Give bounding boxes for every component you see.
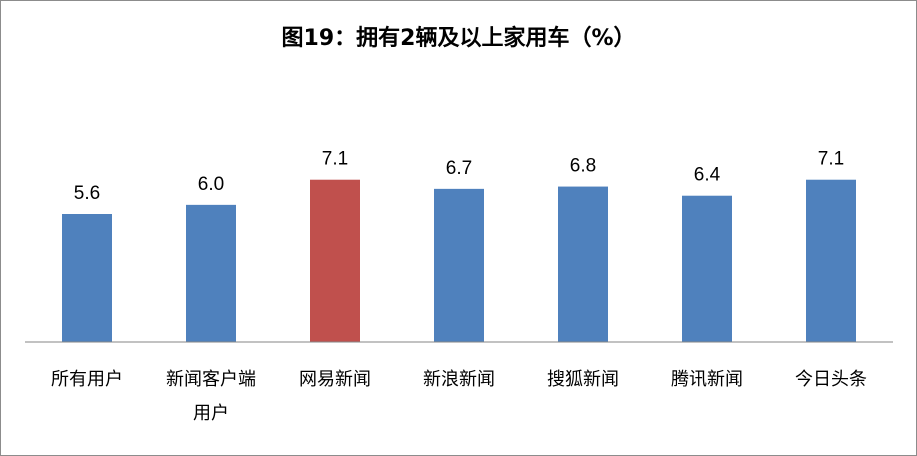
- bar-6: [682, 195, 732, 342]
- x-tick-label-2-line-1: 新闻客户端: [166, 369, 256, 390]
- data-label-7: 7.1: [818, 149, 844, 170]
- bar-1: [62, 214, 112, 342]
- x-tick-label-1: 所有用户: [51, 369, 123, 390]
- bar-3: [310, 179, 360, 342]
- x-tick-label-7: 今日头条: [795, 369, 867, 390]
- data-label-5: 6.8: [570, 156, 596, 177]
- data-label-2: 6.0: [198, 174, 224, 195]
- data-label-1: 5.6: [74, 183, 100, 204]
- x-tick-label-6: 腾讯新闻: [671, 369, 743, 390]
- bar-5: [558, 186, 608, 342]
- x-tick-label-5: 搜狐新闻: [547, 369, 619, 390]
- x-tick-label-3: 网易新闻: [299, 369, 371, 390]
- bar-2: [186, 204, 236, 342]
- x-tick-label-2-line-2: 用户: [193, 403, 229, 424]
- data-label-4: 6.7: [446, 158, 472, 179]
- bar-4: [434, 188, 484, 342]
- bar-7: [806, 179, 856, 342]
- x-tick-label-4: 新浪新闻: [423, 369, 495, 390]
- data-label-3: 7.1: [322, 149, 348, 170]
- data-label-6: 6.4: [694, 165, 721, 186]
- chart-title: 图19：拥有2辆及以上家用车（%）: [281, 26, 636, 51]
